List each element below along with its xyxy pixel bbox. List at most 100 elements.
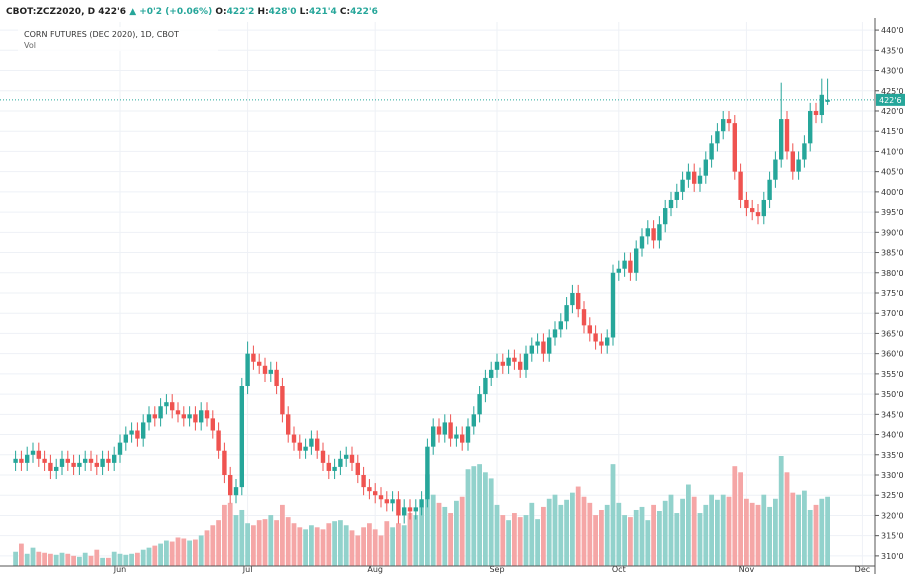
candle-body (744, 199, 749, 209)
volume-bar (158, 543, 163, 566)
y-tick-label: 415'0 (881, 127, 904, 136)
volume-bar (697, 513, 703, 566)
volume-bar (169, 541, 175, 566)
volume-bar (668, 494, 674, 566)
candle-body (402, 507, 407, 516)
volume-bar (570, 492, 575, 566)
volume-bar (546, 498, 552, 566)
candle-body (622, 260, 627, 269)
volume-bar (732, 466, 738, 566)
volume-bar (715, 499, 720, 566)
y-tick-label: 420'0 (881, 107, 904, 116)
candle-body (25, 454, 30, 463)
volume-bar (164, 540, 169, 566)
volume-bar (512, 513, 517, 566)
candle-body (605, 337, 610, 346)
volume-bar (802, 490, 807, 566)
volume-bar (819, 498, 825, 566)
volume-bar (88, 555, 94, 566)
volume-bar (262, 519, 268, 566)
candle-body (175, 410, 181, 415)
candle-body (819, 94, 824, 116)
volume-bar (140, 549, 146, 566)
volume-bar (53, 554, 59, 566)
volume-bar (575, 486, 581, 566)
y-tick-label: 385'0 (881, 249, 904, 258)
volume-bar (396, 523, 401, 566)
volume-bar (778, 456, 784, 566)
h-label: H: (258, 7, 269, 17)
chart-title: CORN FUTURES (DEC 2020), 1D, CBOT (24, 30, 179, 39)
volume-bar (633, 509, 639, 566)
candle-body (454, 434, 459, 439)
candle-body (506, 357, 511, 366)
candle-body (262, 365, 268, 374)
candle-body (309, 438, 314, 447)
volume-bar (784, 472, 790, 566)
y-tick-label: 375'0 (881, 289, 904, 298)
volume-bar (297, 527, 303, 566)
candle-body (715, 131, 720, 144)
candle-body (738, 171, 743, 200)
volume-bar (210, 525, 216, 566)
volume-bar (558, 504, 564, 566)
candle-body (367, 487, 372, 492)
candle-body (564, 305, 569, 322)
volume-bar (367, 523, 372, 566)
candle-body (355, 462, 360, 475)
candle-body (825, 99, 830, 102)
candle-body (19, 458, 24, 463)
y-tick-label: 325'0 (881, 491, 904, 500)
volume-bar (343, 525, 349, 566)
volume-bar (338, 520, 343, 566)
y-tick-label: 365'0 (881, 329, 904, 338)
candle-body (245, 353, 250, 387)
volume-bar (488, 478, 494, 566)
candle-body (378, 495, 384, 500)
candle-body (796, 159, 801, 172)
candle-body (784, 119, 790, 152)
candle-body (773, 159, 778, 180)
candle-body (30, 450, 36, 455)
candle-body (639, 236, 645, 249)
candle-body (680, 179, 685, 192)
candle-body (407, 507, 413, 512)
change: ▲ +0'2 (+0.06%) (129, 7, 212, 17)
candle-body (651, 228, 656, 241)
volume-bar (436, 502, 442, 566)
volume-bar (19, 543, 24, 566)
volume-bar (251, 525, 256, 566)
volume-bar (720, 494, 726, 566)
volume-bar (622, 515, 627, 566)
volume-bar (651, 504, 656, 566)
candle-body (158, 406, 163, 419)
candle-body (460, 434, 465, 443)
candle-body (494, 361, 500, 370)
candle-body (431, 426, 436, 447)
y-tick-label: 350'0 (881, 390, 904, 399)
volume-bar (709, 494, 714, 566)
candle-body (512, 357, 517, 362)
candle-body (59, 458, 65, 467)
candle-body (755, 212, 761, 217)
volume-bar (361, 527, 366, 566)
candle-body (100, 458, 105, 467)
x-tick-label: Dec (855, 565, 870, 574)
candle-body (808, 110, 813, 144)
volume-bar (123, 554, 129, 566)
candle-body (291, 434, 297, 443)
candle-body (570, 292, 575, 306)
volume-bar (425, 474, 430, 566)
volume-bar (256, 520, 262, 566)
candle-body (303, 446, 308, 451)
volume-bar (71, 555, 76, 566)
volume-bar (65, 553, 71, 566)
volume-bar (477, 464, 482, 566)
candle-body (790, 151, 795, 172)
candle-body (338, 458, 343, 467)
y-tick-label: 430'0 (881, 67, 904, 76)
volume-bar (355, 535, 361, 566)
candle-body (112, 454, 117, 463)
volume-bar (268, 515, 274, 566)
